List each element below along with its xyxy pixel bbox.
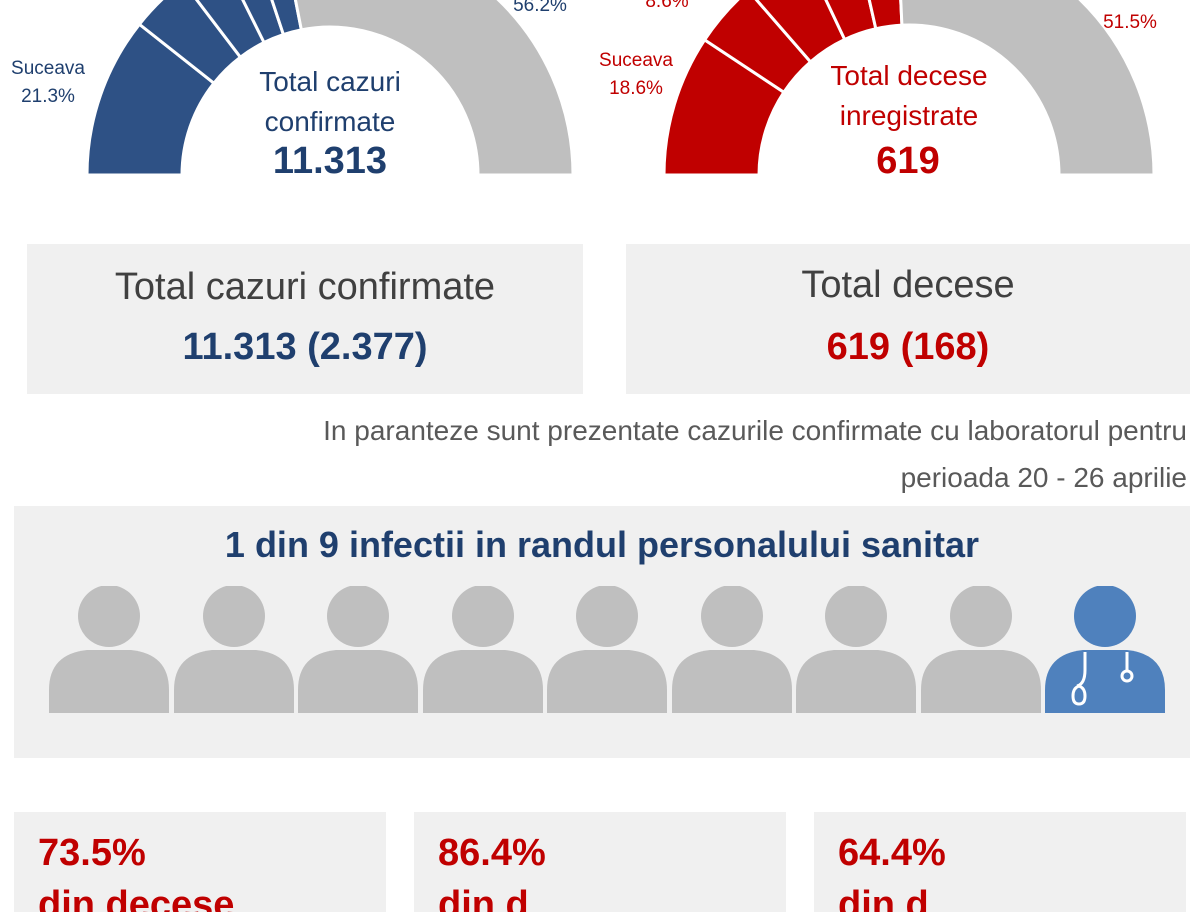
person-icon (421, 585, 545, 721)
deaths-gauge-left-percent: 18.6% (609, 78, 663, 99)
gauge-charts (85, 0, 1156, 177)
cases-slice-6 (293, 0, 575, 177)
parentheses-note: In paranteze sunt prezentate cazurile co… (323, 407, 1187, 501)
parentheses-note-line2: perioada 20 - 26 aprilie (900, 462, 1187, 493)
deaths-gauge (662, 0, 1156, 177)
stat-box-3: 64.4% din d (814, 812, 1186, 912)
person-icon (794, 585, 918, 721)
person-icon (296, 585, 420, 721)
deaths-gauge-right-label: Altele 51.5% (1090, 0, 1170, 37)
person-icon (670, 585, 794, 721)
person-icon (919, 585, 1043, 721)
parentheses-note-line1: In paranteze sunt prezentate cazurile co… (323, 415, 1187, 446)
deaths-slice-3 (754, 0, 847, 64)
stat-percent-1: 73.5% (38, 832, 146, 874)
cases-gauge-left-label: Suceava 21.3% (0, 55, 96, 111)
cases-gauge-center-value: 11.313 (272, 140, 388, 182)
person-icon (545, 585, 669, 721)
doctor-icon (1043, 585, 1167, 721)
deaths-gauge-right-region: Altele (1090, 0, 1170, 9)
deaths-gauge-center-line1: Total decese (830, 60, 988, 91)
total-cases-title: Total cazuri confirmate (114, 266, 496, 308)
cases-gauge-center-line2: confirmate (264, 106, 396, 137)
total-cases-value: 11.313 (2.377) (182, 326, 428, 368)
cases-gauge-center-line1: Total cazuri (259, 66, 401, 97)
deaths-gauge-center-value: 619 (876, 140, 940, 182)
cases-gauge-right-percent: 56.2% (513, 0, 567, 16)
stat-subtext-3: din d (838, 884, 929, 912)
deaths-gauge-left-label: Suceava 18.6% (588, 47, 684, 103)
total-cases-box: Total cazuri confirmate 11.313 (2.377) (27, 244, 583, 394)
deaths-gauge-left-region: Suceava (599, 50, 673, 71)
deaths-slice-2 (702, 0, 813, 95)
total-deaths-title: Total decese (801, 264, 1015, 306)
stat-percent-2: 86.4% (438, 832, 546, 874)
deaths-gauge-top-percent: 8.6% (645, 0, 689, 12)
deaths-slice-4 (824, 0, 878, 42)
cases-gauge-left-region: Suceava (11, 58, 85, 79)
person-icon (47, 585, 171, 721)
stat-percent-3: 64.4% (838, 832, 946, 874)
person-icon (172, 585, 296, 721)
cases-gauge (85, 0, 575, 177)
deaths-slice-6 (899, 0, 1156, 177)
medical-staff-panel: 1 din 9 infectii in randul personalului … (14, 506, 1190, 758)
cases-gauge-left-percent: 21.3% (21, 86, 75, 107)
stat-box-2: 86.4% din d (414, 812, 786, 912)
stat-subtext-2: din d (438, 884, 529, 912)
stat-subtext-1: din decese (38, 884, 235, 912)
cases-gauge-center-title: Total cazuri confirmate (230, 62, 430, 142)
total-deaths-value: 619 (168) (826, 326, 990, 368)
total-deaths-box: Total decese 619 (168) (626, 244, 1190, 394)
deaths-gauge-center-title: Total decese inregistrate (800, 56, 1018, 136)
deaths-gauge-right-percent: 51.5% (1103, 12, 1157, 33)
stat-box-1: 73.5% din decese (14, 812, 386, 912)
medical-staff-title: 1 din 9 infectii in randul personalului … (224, 524, 980, 565)
deaths-gauge-center-line2: inregistrate (839, 100, 979, 131)
